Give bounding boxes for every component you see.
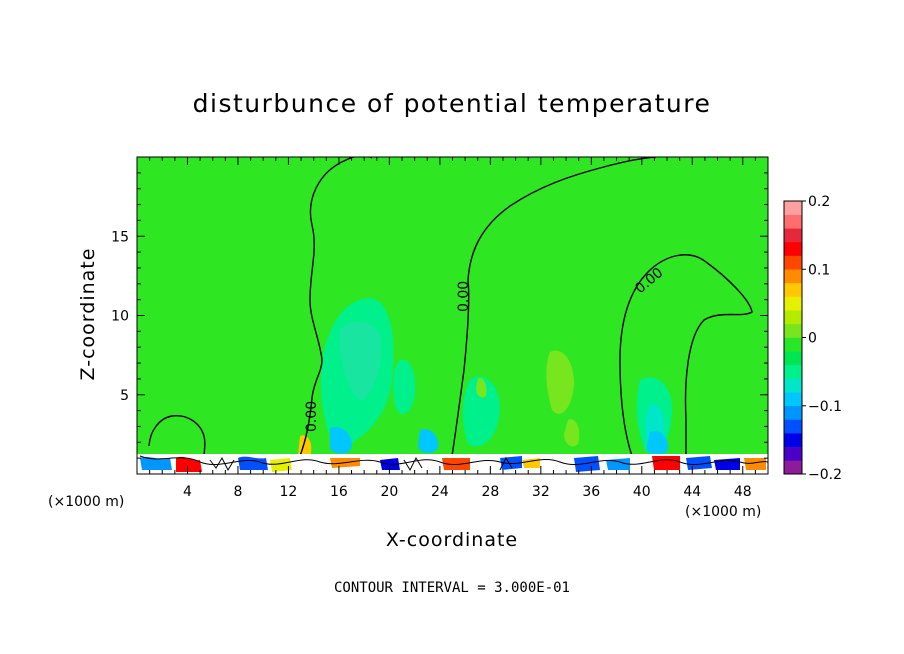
plot-background — [137, 157, 768, 474]
anomaly-region — [462, 376, 500, 447]
plot-area — [137, 157, 768, 474]
y-tick-label: 15 — [111, 229, 129, 245]
colorbar-swatch — [784, 310, 802, 325]
x-tick-label: 36 — [582, 484, 600, 500]
surface-anomaly — [652, 456, 680, 470]
colorbar-swatch — [784, 201, 802, 215]
anomaly-region — [564, 419, 580, 447]
colorbar-swatch — [784, 419, 802, 434]
contour-interval: CONTOUR INTERVAL = 3.000E-01 — [334, 580, 570, 596]
surface-contours — [209, 456, 513, 472]
x-axis: 4 8 12 16 20 24 28 32 36 40 44 48 — [149, 157, 756, 500]
contour-line — [299, 157, 373, 457]
colorbar-tick-label: 0 — [808, 331, 817, 347]
surface-contours — [139, 455, 768, 466]
surface-anomaly — [714, 458, 740, 470]
colorbar-swatch — [784, 378, 802, 393]
colorbar-swatch — [784, 337, 802, 352]
anomaly-region — [646, 431, 669, 456]
surface-anomaly — [238, 456, 268, 470]
x-tick-label: 24 — [431, 484, 449, 500]
colorbar-tick-label: 0.2 — [808, 194, 830, 210]
x-tick-label: 20 — [380, 484, 398, 500]
surface-anomaly — [744, 458, 766, 470]
x-tick-label: 28 — [481, 484, 499, 500]
contour-label: 0.00 — [456, 281, 472, 312]
colorbar-swatch — [784, 323, 802, 338]
chart-title: disturbunce of potential temperature — [193, 89, 712, 118]
surface-anomaly — [140, 456, 172, 470]
contour-label: 0.00 — [304, 401, 320, 432]
anomaly-region — [546, 350, 574, 414]
x-unit-right: (×1000 m) — [685, 504, 761, 520]
x-axis-title: X-coordinate — [386, 529, 518, 551]
colorbar-swatch — [784, 282, 802, 297]
colorbar: 0.2 0.1 0 −0.1 −0.2 — [783, 194, 842, 483]
x-tick-label: 4 — [183, 484, 192, 500]
y-axis: 5 10 15 — [111, 172, 768, 459]
colorbar-swatch — [784, 351, 802, 366]
x-unit-left: (×1000 m) — [48, 494, 124, 510]
colorbar-swatch — [784, 433, 802, 447]
colorbar-swatch — [784, 392, 802, 407]
x-tick-label: 8 — [233, 484, 242, 500]
colorbar-tick-label: 0.1 — [808, 262, 830, 278]
x-tick-label: 16 — [330, 484, 348, 500]
anomaly-region — [330, 426, 352, 454]
colorbar-swatch — [784, 405, 802, 420]
anomaly-region — [393, 359, 416, 415]
surface-anomaly — [442, 458, 470, 470]
colorbar-tick-label: −0.2 — [808, 467, 842, 483]
surface-anomaly — [574, 456, 600, 472]
colorbar-swatch — [784, 214, 802, 229]
y-tick-label: 10 — [111, 309, 129, 325]
y-tick-label: 5 — [120, 388, 129, 404]
contour-line — [148, 415, 206, 457]
colorbar-swatch — [784, 228, 802, 243]
x-tick-label: 32 — [532, 484, 550, 500]
x-tick-label: 12 — [280, 484, 298, 500]
contour-line — [451, 157, 657, 457]
surface-anomaly — [270, 458, 292, 472]
colorbar-swatch — [784, 269, 802, 284]
anomaly-region — [476, 377, 487, 398]
contour-line — [619, 254, 753, 457]
colorbar-swatch — [784, 446, 802, 461]
colorbar-swatch — [784, 241, 802, 256]
colorbar-swatch — [784, 296, 802, 311]
surface-anomaly — [176, 456, 202, 472]
y-axis-title: Z-coordinate — [77, 248, 99, 381]
anomaly-region — [418, 429, 439, 454]
colorbar-swatch — [784, 364, 802, 379]
anomaly-region — [339, 321, 382, 400]
colorbar-swatch — [784, 460, 802, 475]
colorbar-tick-label: −0.1 — [808, 399, 842, 415]
x-tick-label: 40 — [633, 484, 651, 500]
x-tick-label: 44 — [683, 484, 701, 500]
colorbar-swatch — [784, 255, 802, 270]
x-tick-label: 48 — [734, 484, 752, 500]
